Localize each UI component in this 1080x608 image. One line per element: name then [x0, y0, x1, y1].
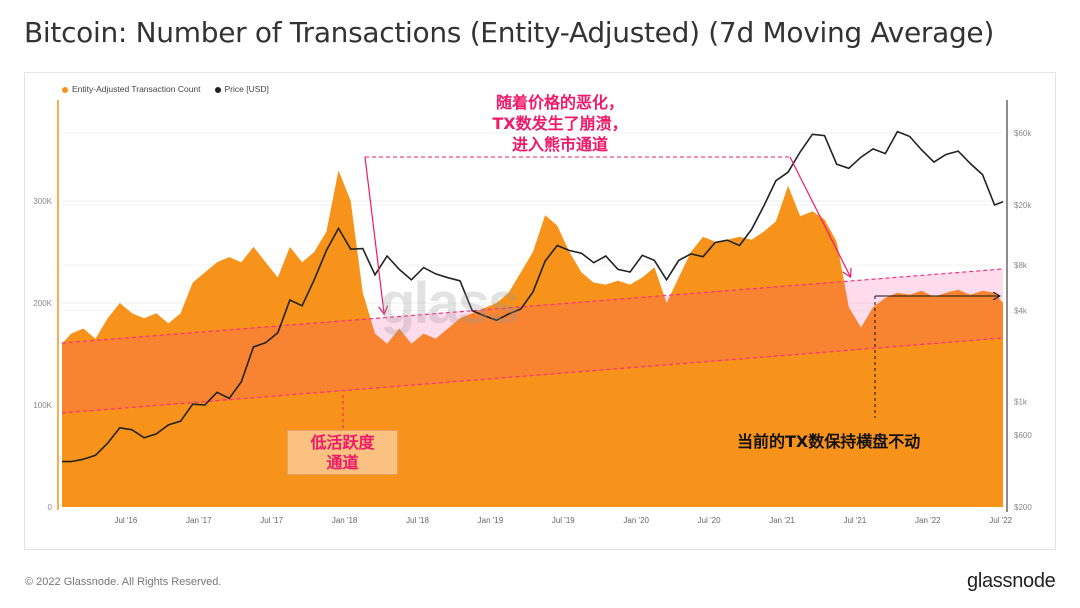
y-left-tick-label: 200K	[33, 299, 52, 308]
annotation-line: TX数发生了崩溃，	[492, 114, 628, 133]
drop-arrow	[364, 156, 384, 313]
x-tick-label: Jul '17	[260, 516, 283, 525]
x-tick-label: Jan '22	[915, 516, 941, 525]
y-left-tick-label: 0	[48, 503, 53, 512]
y-right-tick-label: $200	[1014, 503, 1032, 512]
drop-arrow	[789, 156, 850, 276]
legend-item-tx[interactable]: Entity-Adjusted Transaction Count	[62, 84, 201, 94]
price-dot-icon	[214, 86, 221, 93]
x-tick-label: Jan '20	[623, 516, 649, 525]
y-right-tick-label: $8k	[1014, 261, 1028, 270]
y-right-tick-label: $1k	[1014, 398, 1028, 407]
watermark: glass	[380, 271, 520, 336]
low-activity-box: 低活跃度 通道	[287, 430, 398, 475]
x-tick-label: Jan '17	[186, 516, 212, 525]
x-tick-label: Jul '16	[114, 516, 137, 525]
y-right-tick-label: $20k	[1014, 201, 1032, 210]
legend-label: Price [USD]	[224, 84, 269, 94]
tx-count-area	[62, 170, 1003, 507]
x-tick-label: Jul '21	[843, 516, 866, 525]
tx-dot-icon	[62, 86, 68, 93]
y-right-tick-label: $600	[1014, 431, 1032, 440]
y-right-tick-label: $60k	[1014, 129, 1032, 138]
x-tick-label: Jan '19	[478, 516, 504, 525]
price-line	[62, 130, 1004, 463]
y-left-tick-label: 100K	[33, 401, 52, 410]
legend-label: Entity-Adjusted Transaction Count	[72, 84, 201, 94]
x-tick-label: Jan '18	[332, 516, 358, 525]
legend-item-price[interactable]: Price [USD]	[214, 84, 269, 94]
x-tick-label: Jul '22	[989, 516, 1012, 525]
x-tick-label: Jan '21	[769, 516, 795, 525]
x-tick-label: Jul '18	[406, 516, 429, 525]
x-tick-label: Jul '20	[698, 516, 721, 525]
bear-channel-annotation: 随着价格的恶化， TX数发生了崩溃， 进入熊市通道	[460, 92, 660, 155]
channel-lower-line	[61, 337, 1004, 414]
page-title: Bitcoin: Number of Transactions (Entity-…	[24, 16, 994, 49]
annotation-line: 随着价格的恶化，	[495, 93, 624, 112]
y-left-tick-label: 300K	[33, 197, 52, 206]
annotation-line: 通道	[326, 453, 359, 472]
y-right-tick-label: $4k	[1014, 307, 1028, 316]
x-tick-label: Jul '19	[552, 516, 575, 525]
chart-frame	[24, 72, 1056, 550]
sideways-annotation: 当前的TX数保持横盘不动	[737, 432, 921, 451]
channel-upper-line	[61, 268, 1004, 344]
annotation-line: 低活跃度	[310, 433, 375, 452]
annotation-line: 进入熊市通道	[511, 135, 608, 154]
copyright: © 2022 Glassnode. All Rights Reserved.	[25, 576, 222, 588]
legend: Entity-Adjusted Transaction Count Price …	[62, 84, 269, 94]
glassnode-logo: glassnode	[967, 570, 1056, 592]
low-activity-channel	[62, 269, 1003, 413]
